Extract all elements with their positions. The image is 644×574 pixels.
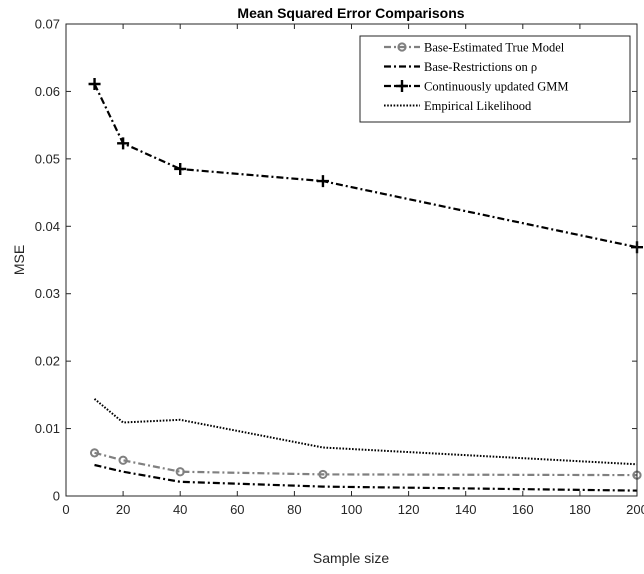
legend-item: Base-Estimated True Model xyxy=(384,41,565,55)
series-line xyxy=(93,398,638,466)
series-4 xyxy=(93,398,638,466)
y-tick-label: 0.05 xyxy=(35,151,60,166)
y-tick-label: 0 xyxy=(53,489,60,504)
series-line xyxy=(94,463,638,492)
data-point-marker xyxy=(117,137,130,150)
x-tick-label: 160 xyxy=(512,502,534,517)
y-tick-label: 0.03 xyxy=(35,286,60,301)
x-tick-label: 40 xyxy=(173,502,187,517)
y-axis-title: MSE xyxy=(11,245,27,275)
x-tick-label: 20 xyxy=(116,502,130,517)
data-point-marker xyxy=(89,448,100,458)
data-point-marker xyxy=(118,455,128,465)
series-3 xyxy=(88,78,643,254)
y-tick-label: 0.02 xyxy=(35,354,60,369)
x-tick-label: 100 xyxy=(341,502,363,517)
chart-marks xyxy=(88,78,643,492)
legend-item: Empirical Likelihood xyxy=(384,99,532,113)
x-tick-label: 200 xyxy=(626,502,644,517)
y-tick-label: 0.06 xyxy=(35,84,60,99)
y-tick-label: 0.07 xyxy=(35,17,60,32)
axis-ticks: 0 20 40 60 80 100 120 140 160 180 200 0 0.01 0.02 0.03… xyxy=(35,17,644,518)
x-tick-label: 80 xyxy=(287,502,301,517)
legend-item: Base-Restrictions on ρ xyxy=(384,60,537,74)
x-axis-title: Sample size xyxy=(313,550,389,566)
legend-label: Base-Estimated True Model xyxy=(424,41,565,55)
x-tick-label: 60 xyxy=(230,502,244,517)
series-line xyxy=(94,451,638,477)
legend-label: Continuously updated GMM xyxy=(424,80,568,94)
y-tick-label: 0.04 xyxy=(35,219,60,234)
legend-swatch-marker xyxy=(396,80,408,92)
data-point-marker xyxy=(318,469,328,480)
data-point-marker xyxy=(174,162,187,175)
data-point-marker xyxy=(88,78,101,91)
legend-item: Continuously updated GMM xyxy=(384,80,568,94)
legend-label: Empirical Likelihood xyxy=(424,99,532,113)
legend: Base-Estimated True Model Base-Restrictio… xyxy=(359,35,631,123)
chart-title: Mean Squared Error Comparisons xyxy=(237,5,464,21)
legend-swatch-marker xyxy=(397,42,407,52)
x-tick-label: 0 xyxy=(62,502,69,517)
data-point-marker xyxy=(175,467,185,477)
x-tick-label: 120 xyxy=(398,502,420,517)
x-tick-label: 140 xyxy=(455,502,477,517)
series-2 xyxy=(94,463,638,492)
legend-label: Base-Restrictions on ρ xyxy=(424,60,537,74)
series-line xyxy=(93,83,638,249)
y-tick-label: 0.01 xyxy=(35,421,60,436)
data-point-marker xyxy=(316,175,329,188)
x-tick-label: 180 xyxy=(569,502,591,517)
